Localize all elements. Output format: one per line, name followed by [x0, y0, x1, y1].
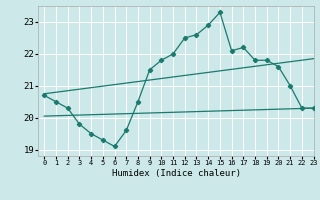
X-axis label: Humidex (Indice chaleur): Humidex (Indice chaleur): [111, 169, 241, 178]
